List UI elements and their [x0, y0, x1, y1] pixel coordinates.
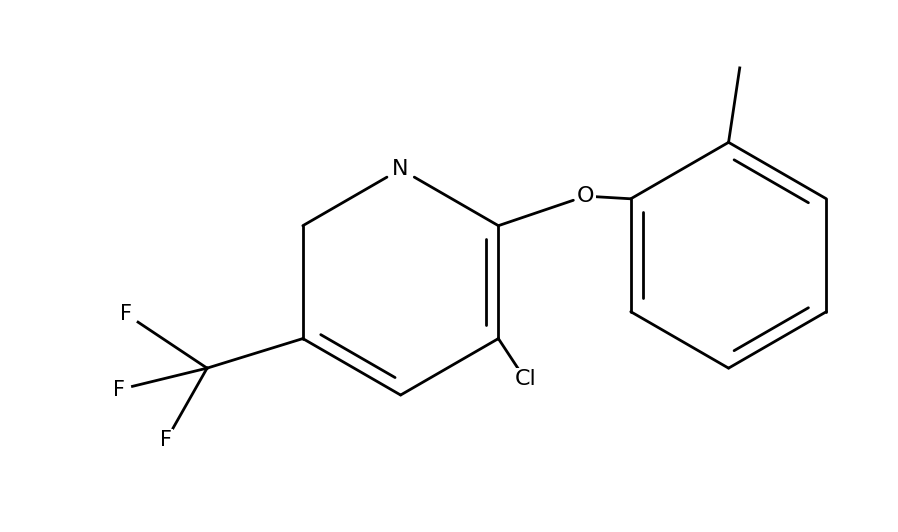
Text: F: F [160, 430, 172, 450]
Text: Cl: Cl [515, 369, 536, 389]
Text: F: F [113, 380, 125, 400]
Text: O: O [577, 186, 594, 206]
Text: N: N [392, 159, 409, 179]
Text: F: F [120, 304, 132, 325]
